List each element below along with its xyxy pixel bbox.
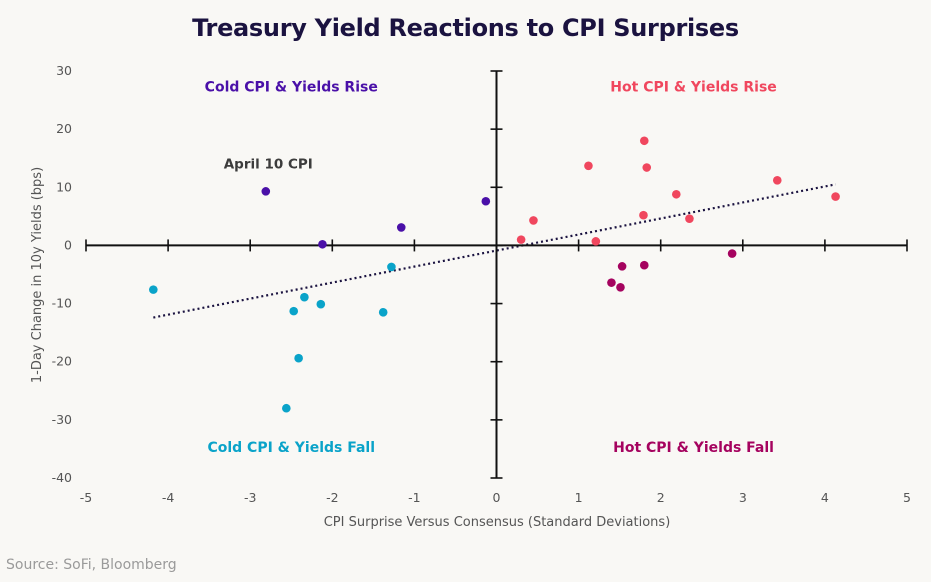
x-tick-label: 3: [739, 490, 747, 505]
chart-title: Treasury Yield Reactions to CPI Surprise…: [192, 14, 739, 42]
data-point: [639, 260, 649, 270]
series-cold-cpi-yields-fall: [149, 262, 396, 413]
quadrant-label: Cold CPI & Yields Rise: [205, 79, 378, 95]
quadrant-label: Hot CPI & Yields Fall: [613, 440, 774, 456]
x-tick-label: -4: [162, 490, 175, 505]
x-axis-title: CPI Surprise Versus Consensus (Standard …: [324, 515, 671, 530]
x-tick-label: 4: [821, 490, 829, 505]
data-point: [481, 196, 491, 206]
points-layer: [149, 136, 840, 413]
data-point: [289, 306, 299, 316]
data-point: [616, 282, 625, 292]
x-tick-label: 5: [903, 490, 911, 505]
data-point: [617, 262, 627, 271]
data-point: [387, 262, 396, 272]
x-tick-label: -3: [244, 490, 256, 505]
data-point: [642, 163, 652, 172]
data-point: [671, 189, 681, 199]
y-tick-label: -20: [52, 354, 72, 369]
y-tick-label: 30: [56, 63, 72, 78]
data-point: [639, 210, 648, 220]
x-tick-label: 2: [657, 490, 665, 505]
series-hot-cpi-yields-rise: [516, 136, 840, 246]
y-tick-label: -40: [52, 470, 72, 485]
data-point: [149, 285, 158, 294]
trendline-layer: [153, 183, 836, 319]
data-point: [727, 249, 737, 258]
data-point: [294, 353, 303, 363]
source-note: Source: SoFi, Bloomberg: [6, 557, 177, 573]
data-point: [529, 216, 538, 225]
data-point: [516, 235, 526, 244]
y-tick-label: -30: [52, 412, 72, 427]
data-point: [584, 161, 593, 171]
data-point: [607, 278, 616, 287]
series-hot-cpi-yields-fall: [607, 249, 737, 292]
data-point: [282, 403, 291, 413]
data-point: [591, 237, 601, 246]
data-point: [316, 299, 326, 309]
x-tick-label: -2: [326, 490, 338, 505]
x-tick-label: -1: [408, 490, 420, 505]
y-tick-label: 20: [56, 121, 72, 136]
data-point: [772, 176, 782, 185]
data-point: [685, 214, 694, 223]
quadrant-label: Hot CPI & Yields Rise: [610, 79, 776, 95]
data-point: [300, 292, 309, 302]
data-point: [639, 136, 649, 146]
annotation-april-10-cpi: April 10 CPI: [224, 157, 313, 173]
data-point: [261, 187, 271, 196]
axes-layer: [85, 70, 908, 479]
data-point: [396, 223, 406, 232]
data-point: [378, 307, 388, 317]
x-tick-label: 1: [575, 490, 583, 505]
y-tick-label: 0: [64, 237, 72, 252]
y-tick-label: 10: [56, 179, 72, 194]
series-cold-cpi-yields-rise: [261, 187, 491, 249]
data-point: [831, 192, 840, 201]
data-point: [318, 239, 327, 249]
trendline: [153, 183, 836, 319]
labels-layer: Cold CPI & Yields Rise Hot CPI & Yields R…: [205, 79, 777, 455]
x-tick-label: -5: [80, 490, 92, 505]
x-tick-label: 0: [493, 490, 501, 505]
y-axis-title: 1-Day Change in 10y Yields (bps): [30, 167, 45, 383]
y-tick-label: -10: [52, 296, 72, 311]
quadrant-label: Cold CPI & Yields Fall: [207, 440, 375, 456]
